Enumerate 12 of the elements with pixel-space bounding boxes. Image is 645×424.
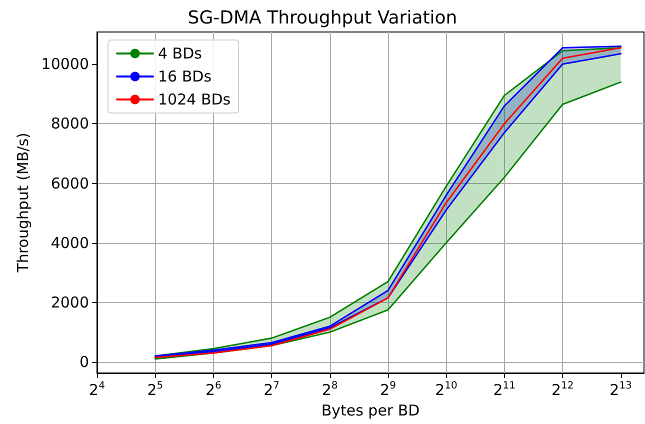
x-axis-title: Bytes per BD xyxy=(321,402,420,420)
y-tick-label: 0 xyxy=(79,352,89,371)
legend-label: 4 BDs xyxy=(158,44,202,62)
legend-label: 1024 BDs xyxy=(158,90,231,108)
y-tick-label: 8000 xyxy=(50,114,89,133)
y-tick-label: 10000 xyxy=(41,55,89,74)
y-tick-label: 6000 xyxy=(50,174,89,192)
legend-label: 16 BDs xyxy=(158,68,212,86)
y-axis-title: Throughput (MB/s) xyxy=(14,132,32,274)
chart-title: SG-DMA Throughput Variation xyxy=(188,8,458,28)
y-tick-label: 2000 xyxy=(50,293,89,312)
y-tick-label: 4000 xyxy=(50,234,89,252)
